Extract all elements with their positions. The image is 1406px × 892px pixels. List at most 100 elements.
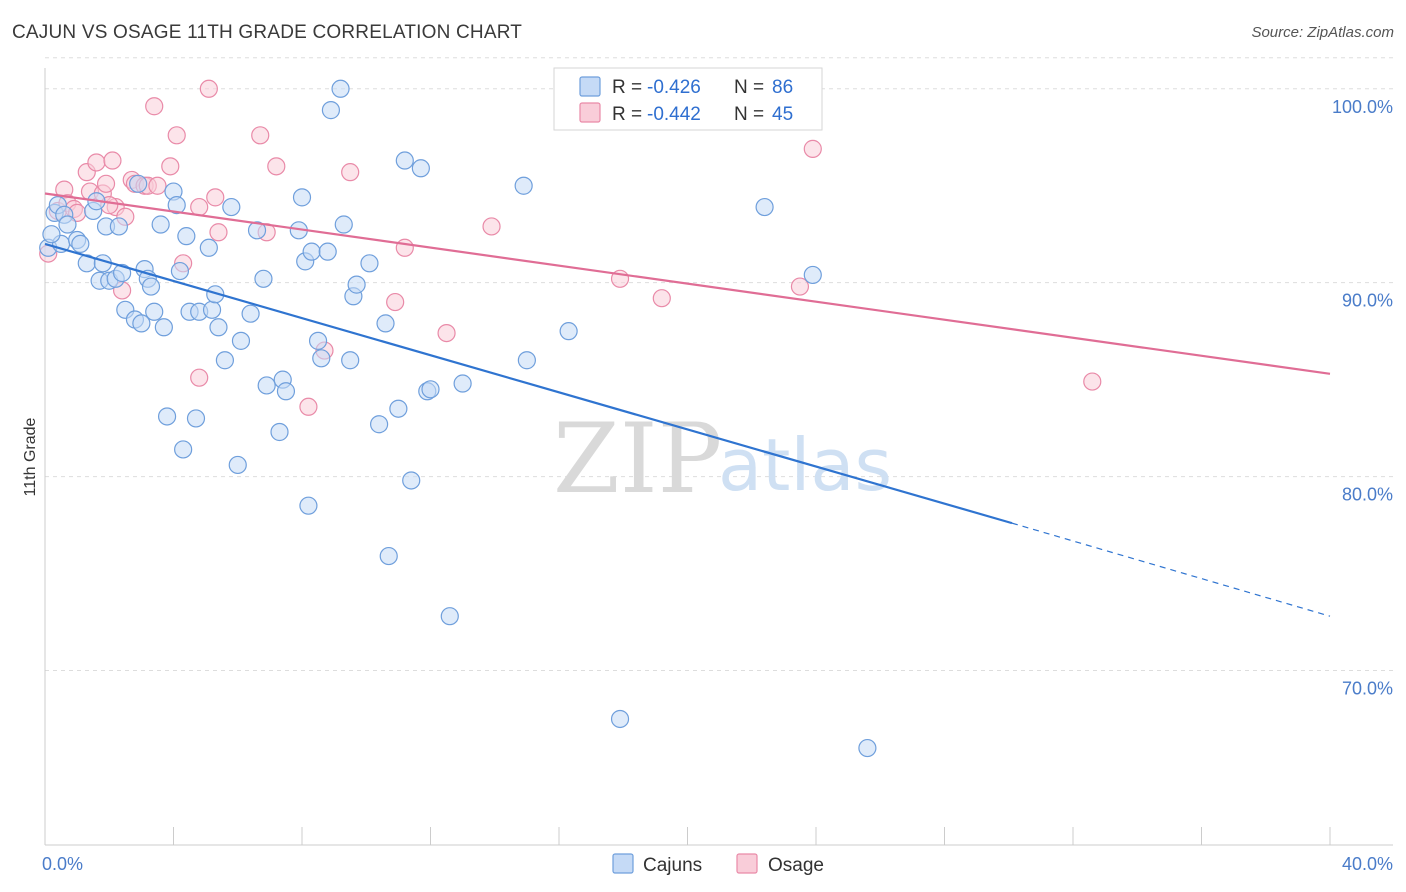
cajun-point — [803, 265, 822, 285]
cajun-point — [112, 263, 132, 283]
bottom-legend-label-cajuns: Cajuns — [643, 855, 702, 876]
bottom-legend-swatch-osage — [736, 853, 758, 874]
legend-n-label-osage: N = — [734, 104, 764, 125]
y-tick-label: 100.0% — [1332, 97, 1393, 117]
cajun-point — [755, 197, 774, 217]
trend-lines — [44, 192, 1331, 617]
cajun-point — [177, 227, 196, 246]
osage-point — [790, 277, 810, 296]
osage-point — [199, 79, 218, 98]
osage-point — [206, 188, 225, 207]
y-tick-label: 80.0% — [1342, 485, 1393, 505]
axes — [44, 68, 1393, 846]
x-tick-labels: 0.0% 40.0% — [42, 854, 1393, 874]
cajun-points — [39, 79, 877, 758]
cajun-point — [376, 314, 395, 333]
cajun-point — [151, 215, 170, 234]
cajun-point — [421, 380, 440, 399]
osage-point — [267, 157, 286, 176]
cajun-point — [145, 302, 164, 321]
cajun-trend-line — [44, 242, 1013, 525]
cajun-point — [341, 351, 360, 370]
cajun-point — [202, 300, 222, 319]
cajun-point — [228, 455, 247, 475]
osage-point — [803, 139, 822, 158]
cajun-point — [514, 176, 533, 195]
cajun-point — [276, 382, 296, 401]
cajun-point — [308, 331, 328, 350]
cajun-point — [302, 242, 321, 261]
osage-point — [148, 176, 167, 195]
osage-point — [652, 289, 671, 308]
cajun-point — [370, 415, 389, 434]
osage-point — [209, 223, 228, 242]
cajun-point — [241, 304, 260, 323]
osage-point — [87, 153, 106, 172]
cajun-point — [559, 322, 578, 341]
legend: R = -0.426 N = 86 R = -0.442 N = 45 — [553, 67, 823, 131]
y-tick-labels: 70.0% 80.0% 90.0% 100.0% — [1332, 97, 1393, 699]
osage-point — [341, 163, 360, 182]
cajun-point — [154, 318, 173, 337]
bottom-legend-swatch-cajuns — [612, 853, 634, 874]
y-tick-label: 90.0% — [1342, 291, 1393, 311]
cajun-point — [167, 196, 186, 215]
legend-swatch-cajuns — [579, 76, 601, 97]
legend-n-value-cajuns: 86 — [772, 77, 793, 98]
chart-title: CAJUN VS OSAGE 11TH GRADE CORRELATION CH… — [12, 22, 523, 43]
cajun-point — [257, 376, 276, 395]
cajun-point — [331, 79, 350, 98]
cajun-point — [402, 471, 421, 490]
legend-n-label-cajuns: N = — [734, 77, 764, 98]
cajun-point — [334, 215, 353, 234]
cajun-point — [389, 399, 408, 418]
y-axis-label: 11th Grade — [22, 417, 39, 496]
cajun-point — [395, 151, 414, 170]
source-note: Source: ZipAtlas.com — [1251, 24, 1394, 41]
osage-point — [190, 197, 209, 217]
legend-r-value-cajuns: -0.426 — [647, 77, 701, 98]
cajun-point — [132, 314, 151, 333]
cajun-point — [347, 275, 366, 294]
cajun-point — [292, 188, 312, 207]
cajun-point — [206, 285, 225, 304]
legend-n-value-osage: 45 — [772, 104, 793, 125]
cajun-point — [299, 496, 318, 515]
cajun-point — [71, 234, 90, 254]
cajun-point — [58, 215, 77, 234]
cajun-point — [858, 738, 877, 758]
cajun-point — [129, 174, 148, 193]
cajun-point — [222, 197, 241, 217]
cajun-point — [109, 217, 128, 236]
osage-point — [1083, 372, 1102, 391]
osage-point — [167, 126, 186, 145]
watermark-atlas: atlas — [718, 423, 892, 507]
cajun-point — [209, 318, 228, 337]
osage-point — [161, 157, 180, 176]
cajun-point — [379, 546, 398, 566]
osage-point — [437, 323, 456, 343]
x-tick-label-min: 0.0% — [42, 854, 83, 874]
bottom-legend-label-osage: Osage — [768, 855, 824, 876]
osage-point — [482, 217, 501, 236]
cajun-trend-extension — [1011, 522, 1331, 617]
cajun-point — [360, 254, 379, 273]
cajun-point — [517, 351, 536, 370]
cajun-point — [247, 221, 267, 240]
legend-r-value-osage: -0.442 — [647, 104, 701, 125]
osage-point — [299, 397, 318, 416]
cajun-point — [318, 242, 337, 261]
osage-points — [39, 79, 1102, 416]
osage-trend-line — [44, 192, 1331, 375]
cajun-point — [174, 440, 193, 459]
watermark-zip: ZIP — [553, 403, 722, 515]
osage-point — [395, 238, 414, 257]
grid-lines — [45, 57, 1393, 671]
cajun-point — [440, 607, 459, 626]
cajun-point — [199, 238, 218, 257]
osage-point — [96, 174, 116, 193]
cajun-point — [270, 422, 289, 442]
osage-point — [103, 151, 122, 170]
bottom-legend: Cajuns Osage — [612, 853, 824, 876]
